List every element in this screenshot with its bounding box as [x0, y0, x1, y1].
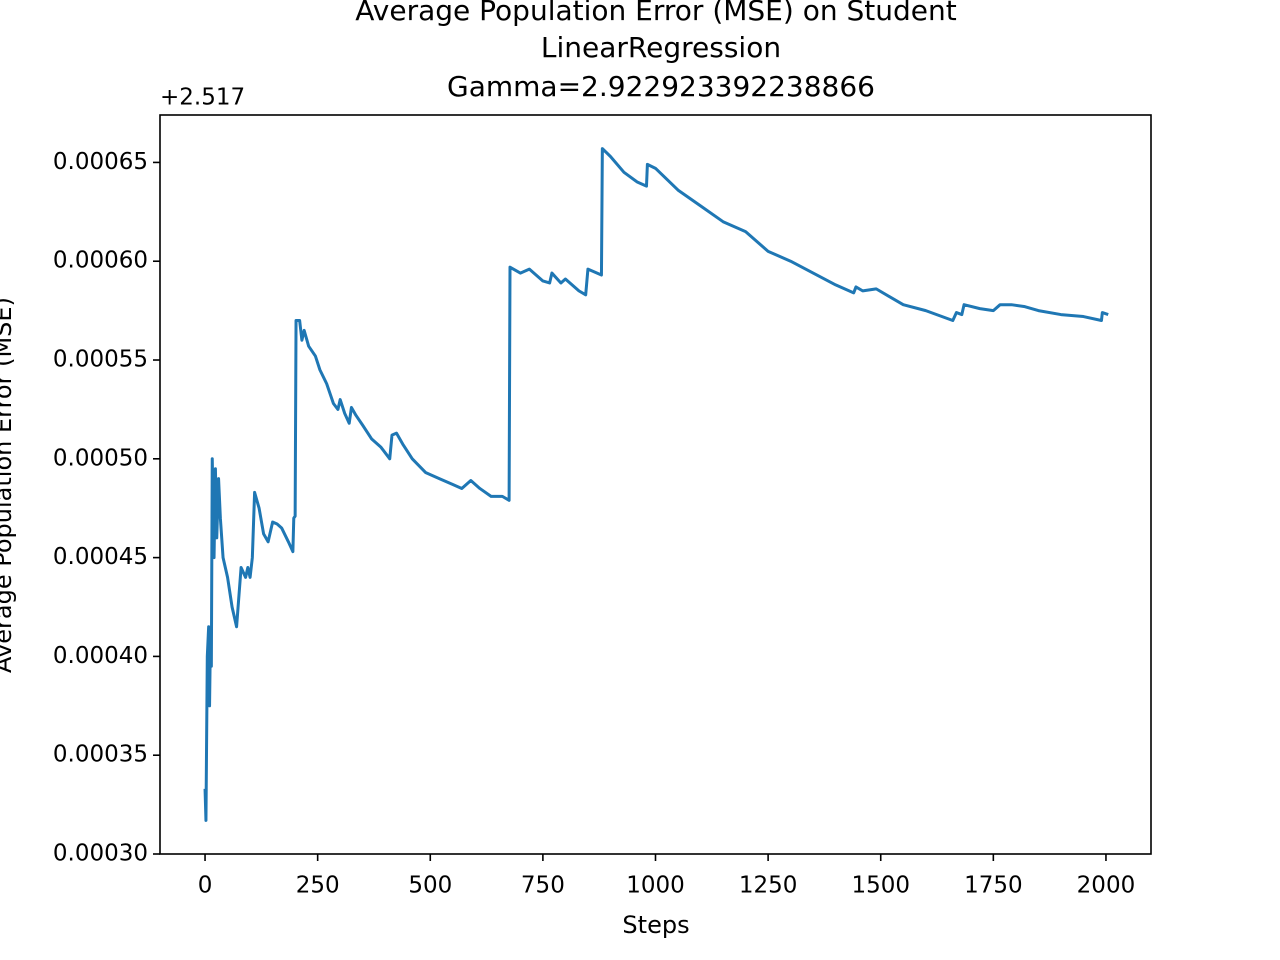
x-tick-label: 1250	[739, 873, 798, 899]
plot-frame	[159, 114, 1152, 855]
data-line	[203, 147, 1109, 822]
chart-title-line: Average Population Error (MSE) on Studen…	[355, 0, 956, 27]
x-tick-label: 1500	[851, 873, 910, 899]
y-tick-label: 0.00035	[53, 742, 148, 768]
y-tick-label: 0.00055	[53, 347, 148, 373]
y-tick-label: 0.00045	[53, 544, 148, 570]
y-tick-label: 0.00065	[53, 149, 148, 175]
y-tick-label: 0.00040	[53, 643, 148, 669]
y-tick-label: 0.00050	[53, 445, 148, 471]
x-axis-label: Steps	[622, 911, 689, 939]
x-tick-label: 500	[408, 873, 452, 899]
x-tick-label: 0	[198, 873, 213, 899]
y-tick-label: 0.00030	[53, 841, 148, 867]
y-tick-label: 0.00060	[53, 248, 148, 274]
x-tick-label: 750	[521, 873, 565, 899]
chart-title-line: LinearRegression	[541, 31, 781, 64]
x-tick-label: 2000	[1077, 873, 1136, 899]
y-offset-label: +2.517	[160, 85, 245, 111]
chart-title-line: Gamma=2.922923392238866	[447, 70, 875, 103]
x-tick-label: 250	[296, 873, 340, 899]
y-axis-label: Average Population Error (MSE)	[0, 297, 17, 673]
x-tick-label: 1000	[626, 873, 685, 899]
x-tick-label: 1750	[964, 873, 1023, 899]
